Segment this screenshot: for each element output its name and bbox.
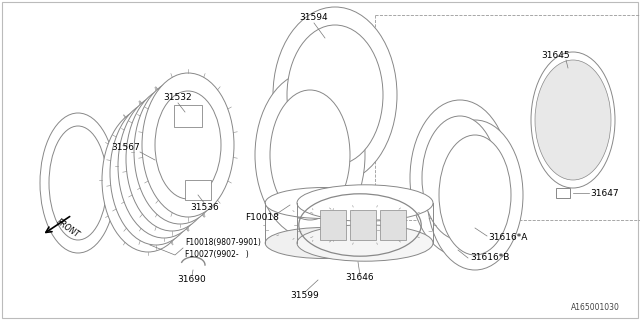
Text: 31532: 31532 <box>164 93 192 102</box>
Ellipse shape <box>115 126 181 234</box>
Ellipse shape <box>40 113 116 253</box>
Ellipse shape <box>265 188 381 219</box>
Ellipse shape <box>110 101 202 245</box>
Ellipse shape <box>142 73 234 217</box>
Ellipse shape <box>410 100 510 256</box>
Ellipse shape <box>297 185 433 221</box>
Text: 31594: 31594 <box>300 13 328 22</box>
Text: 31616*A: 31616*A <box>488 234 527 243</box>
Ellipse shape <box>155 91 221 199</box>
Text: 31690: 31690 <box>178 276 206 284</box>
Ellipse shape <box>118 94 210 238</box>
Ellipse shape <box>287 25 383 165</box>
Text: F10018: F10018 <box>245 213 279 222</box>
Ellipse shape <box>255 72 365 238</box>
Ellipse shape <box>147 98 213 206</box>
Ellipse shape <box>427 120 523 270</box>
Ellipse shape <box>102 108 194 252</box>
Ellipse shape <box>131 112 197 220</box>
Ellipse shape <box>439 135 511 255</box>
Text: 31645: 31645 <box>541 51 570 60</box>
Ellipse shape <box>270 90 350 220</box>
Bar <box>320 210 346 240</box>
Text: F10027(9902-   ): F10027(9902- ) <box>185 250 249 259</box>
Bar <box>380 210 406 240</box>
Bar <box>350 210 376 240</box>
Ellipse shape <box>543 68 603 172</box>
Text: FRONT: FRONT <box>55 217 81 239</box>
Text: 31616*B: 31616*B <box>470 253 509 262</box>
Text: 31647: 31647 <box>590 188 619 197</box>
Ellipse shape <box>126 87 218 231</box>
Text: A165001030: A165001030 <box>571 303 620 313</box>
Ellipse shape <box>422 116 498 240</box>
Text: 31536: 31536 <box>191 204 220 212</box>
Ellipse shape <box>273 7 397 183</box>
Text: 31646: 31646 <box>346 274 374 283</box>
Ellipse shape <box>531 52 615 188</box>
Ellipse shape <box>139 105 205 213</box>
Ellipse shape <box>134 80 226 224</box>
Ellipse shape <box>535 60 611 180</box>
Text: F10018(9807-9901): F10018(9807-9901) <box>185 238 261 247</box>
Ellipse shape <box>123 119 189 227</box>
Bar <box>556 188 570 198</box>
FancyBboxPatch shape <box>174 105 202 127</box>
Text: 31567: 31567 <box>111 143 140 153</box>
Ellipse shape <box>297 225 433 261</box>
Ellipse shape <box>49 126 107 240</box>
Text: 31599: 31599 <box>291 291 319 300</box>
Ellipse shape <box>265 228 381 259</box>
FancyBboxPatch shape <box>185 180 211 200</box>
